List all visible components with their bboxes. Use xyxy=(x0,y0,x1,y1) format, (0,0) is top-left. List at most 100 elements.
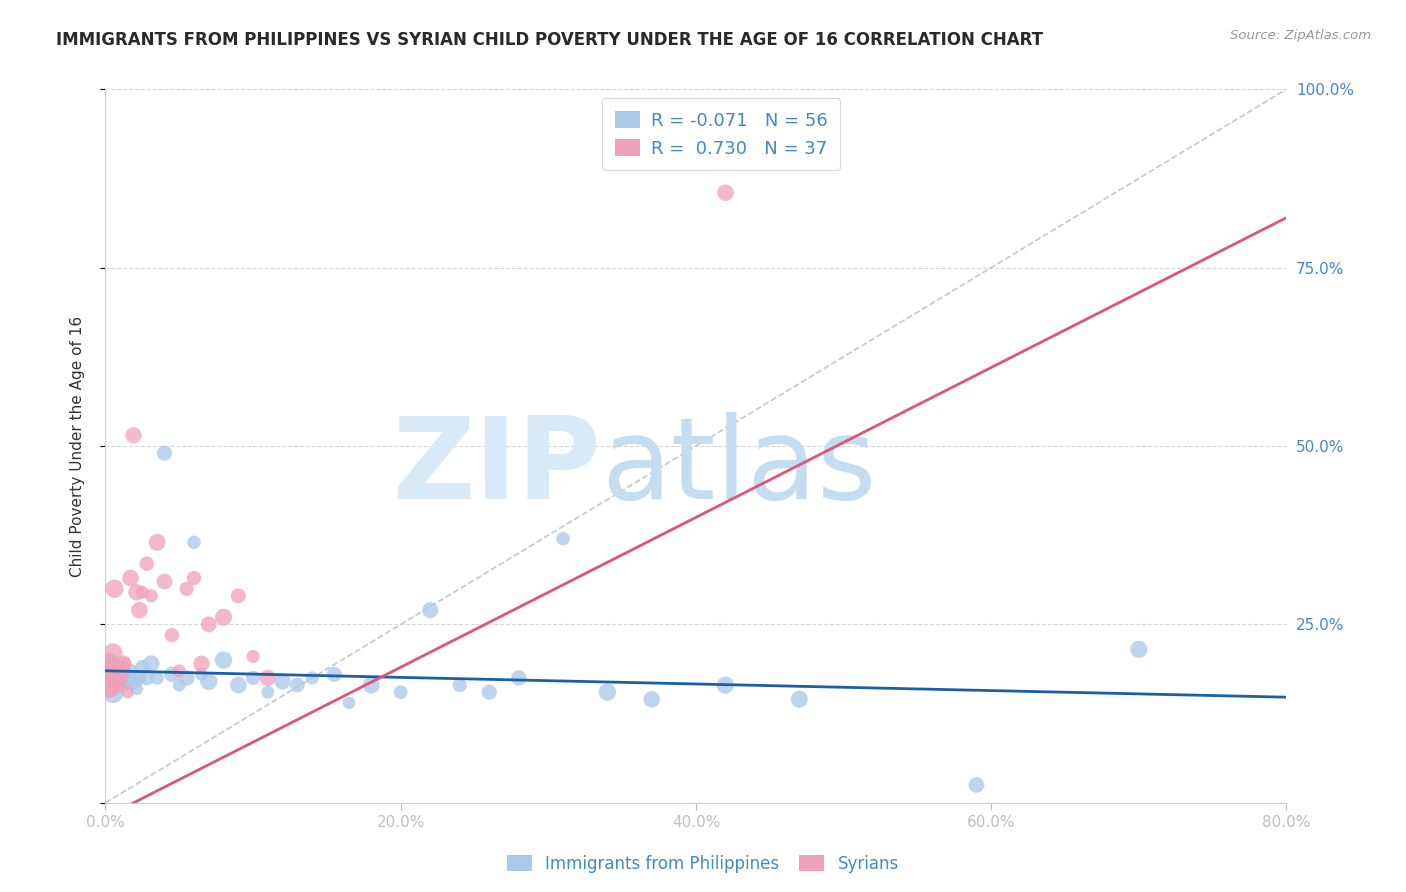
Y-axis label: Child Poverty Under the Age of 16: Child Poverty Under the Age of 16 xyxy=(70,316,84,576)
Point xyxy=(117,674,139,689)
Point xyxy=(135,671,157,685)
Point xyxy=(103,664,125,678)
Point xyxy=(256,671,278,685)
Point xyxy=(242,671,264,685)
Point xyxy=(141,589,163,603)
Point xyxy=(197,617,219,632)
Text: IMMIGRANTS FROM PHILIPPINES VS SYRIAN CHILD POVERTY UNDER THE AGE OF 16 CORRELAT: IMMIGRANTS FROM PHILIPPINES VS SYRIAN CH… xyxy=(56,31,1043,49)
Point xyxy=(135,557,157,571)
Point xyxy=(287,678,309,692)
Legend: Immigrants from Philippines, Syrians: Immigrants from Philippines, Syrians xyxy=(501,848,905,880)
Point xyxy=(169,678,191,692)
Text: ZIP: ZIP xyxy=(394,412,602,523)
Point xyxy=(98,678,121,692)
Point xyxy=(100,660,122,674)
Point xyxy=(242,649,264,664)
Point xyxy=(96,664,118,678)
Point xyxy=(714,186,737,200)
Point xyxy=(301,671,323,685)
Point xyxy=(131,660,153,674)
Point xyxy=(101,671,124,685)
Point xyxy=(965,778,987,792)
Point xyxy=(153,574,176,589)
Point xyxy=(1128,642,1150,657)
Point xyxy=(146,671,169,685)
Point xyxy=(110,671,132,685)
Point xyxy=(337,696,360,710)
Point xyxy=(105,678,128,692)
Point xyxy=(112,657,135,671)
Point xyxy=(212,610,235,624)
Point xyxy=(183,535,205,549)
Point xyxy=(110,671,132,685)
Point xyxy=(105,678,128,692)
Legend: R = -0.071   N = 56, R =  0.730   N = 37: R = -0.071 N = 56, R = 0.730 N = 37 xyxy=(602,98,841,170)
Point xyxy=(100,664,122,678)
Point xyxy=(141,657,163,671)
Text: Source: ZipAtlas.com: Source: ZipAtlas.com xyxy=(1230,29,1371,42)
Point xyxy=(478,685,501,699)
Point xyxy=(419,603,441,617)
Point xyxy=(197,674,219,689)
Point xyxy=(714,678,737,692)
Point xyxy=(104,674,127,689)
Point xyxy=(114,667,136,681)
Point xyxy=(125,681,148,696)
Point xyxy=(97,671,120,685)
Point xyxy=(104,671,127,685)
Point xyxy=(122,428,145,442)
Point xyxy=(226,678,250,692)
Point xyxy=(160,667,183,681)
Point xyxy=(160,628,183,642)
Point xyxy=(100,674,122,689)
Point xyxy=(596,685,619,699)
Point xyxy=(183,571,205,585)
Point xyxy=(103,671,125,685)
Point xyxy=(131,585,153,599)
Point xyxy=(271,674,294,689)
Point xyxy=(176,671,198,685)
Point xyxy=(360,678,382,692)
Point xyxy=(114,657,136,671)
Point xyxy=(212,653,235,667)
Point xyxy=(101,685,124,699)
Point xyxy=(101,681,124,696)
Point xyxy=(508,671,530,685)
Point xyxy=(128,603,150,617)
Point xyxy=(107,664,129,678)
Point xyxy=(122,674,145,689)
Point xyxy=(98,667,121,681)
Point xyxy=(449,678,471,692)
Point xyxy=(128,671,150,685)
Point xyxy=(176,582,198,596)
Point xyxy=(111,660,134,674)
Point xyxy=(256,685,278,699)
Point xyxy=(551,532,574,546)
Point xyxy=(226,589,250,603)
Point xyxy=(120,571,142,585)
Point xyxy=(323,667,346,681)
Point xyxy=(169,664,191,678)
Point xyxy=(97,657,120,671)
Point xyxy=(97,681,120,696)
Point xyxy=(98,678,121,692)
Point xyxy=(153,446,176,460)
Point xyxy=(389,685,412,699)
Point xyxy=(117,685,139,699)
Point xyxy=(640,692,664,706)
Point xyxy=(96,671,118,685)
Point xyxy=(111,664,134,678)
Point xyxy=(107,667,129,681)
Point xyxy=(125,585,148,599)
Point xyxy=(787,692,810,706)
Point xyxy=(101,646,124,660)
Point xyxy=(112,678,135,692)
Point xyxy=(97,657,120,671)
Point xyxy=(146,535,169,549)
Point xyxy=(190,657,212,671)
Point xyxy=(96,664,118,678)
Point xyxy=(120,664,142,678)
Point xyxy=(103,582,125,596)
Text: atlas: atlas xyxy=(602,412,877,523)
Point xyxy=(190,667,212,681)
